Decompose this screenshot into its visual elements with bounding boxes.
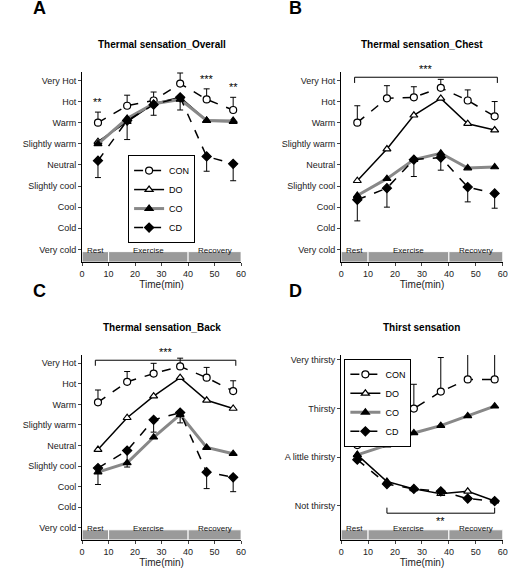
svg-text:20: 20: [130, 269, 140, 279]
svg-text:**: **: [436, 515, 445, 527]
svg-text:Recovery: Recovery: [198, 246, 232, 255]
svg-text:Thirst sensation: Thirst sensation: [383, 322, 460, 333]
svg-text:Slightly cool: Slightly cool: [28, 181, 76, 191]
svg-text:Cool: Cool: [317, 202, 336, 212]
svg-text:20: 20: [390, 547, 400, 557]
svg-text:Exercise: Exercise: [133, 246, 164, 255]
svg-text:Rest: Rest: [346, 524, 363, 533]
svg-text:Cold: Cold: [58, 502, 77, 512]
svg-text:0: 0: [80, 547, 85, 557]
svg-text:Rest: Rest: [87, 246, 104, 255]
svg-text:Time(min): Time(min): [400, 557, 445, 568]
svg-text:CD: CD: [385, 427, 398, 437]
svg-text:Hot: Hot: [321, 97, 336, 107]
svg-text:C: C: [33, 281, 46, 301]
svg-text:20: 20: [130, 547, 140, 557]
svg-text:DO: DO: [169, 185, 183, 195]
svg-text:0: 0: [80, 269, 85, 279]
svg-text:A little thirsty: A little thirsty: [285, 452, 336, 462]
svg-text:**: **: [229, 81, 238, 93]
svg-text:Time(min): Time(min): [139, 279, 184, 290]
svg-text:Cool: Cool: [58, 482, 77, 492]
svg-text:Hot: Hot: [62, 379, 77, 389]
svg-text:Slightly cool: Slightly cool: [28, 461, 76, 471]
svg-text:***: ***: [159, 346, 173, 358]
svg-text:50: 50: [471, 547, 481, 557]
svg-text:Cold: Cold: [317, 223, 336, 233]
svg-text:50: 50: [471, 269, 481, 279]
svg-text:20: 20: [390, 269, 400, 279]
svg-text:Very Hot: Very Hot: [42, 358, 77, 368]
svg-text:Slightly warm: Slightly warm: [282, 139, 336, 149]
svg-text:Thermal sensation_Back: Thermal sensation_Back: [103, 322, 221, 333]
svg-text:Rest: Rest: [346, 246, 363, 255]
svg-text:Slightly warm: Slightly warm: [23, 139, 77, 149]
svg-text:0: 0: [339, 547, 344, 557]
svg-text:Recovery: Recovery: [459, 524, 493, 533]
svg-text:D: D: [289, 281, 302, 301]
svg-text:Recovery: Recovery: [198, 524, 232, 533]
svg-text:Very cold: Very cold: [298, 245, 335, 255]
svg-text:Warm: Warm: [312, 118, 336, 128]
svg-text:Slightly warm: Slightly warm: [23, 420, 77, 430]
svg-text:30: 30: [417, 547, 427, 557]
svg-text:30: 30: [417, 269, 427, 279]
svg-text:Very cold: Very cold: [39, 523, 76, 533]
svg-text:**: **: [93, 96, 102, 108]
svg-text:Hot: Hot: [62, 97, 77, 107]
svg-text:Slightly cool: Slightly cool: [287, 181, 335, 191]
svg-text:CON: CON: [385, 370, 405, 380]
svg-text:60: 60: [236, 269, 246, 279]
svg-text:Exercise: Exercise: [133, 524, 164, 533]
svg-text:Time(min): Time(min): [400, 279, 445, 290]
svg-text:10: 10: [363, 547, 373, 557]
svg-text:Cool: Cool: [58, 202, 77, 212]
svg-text:Exercise: Exercise: [393, 524, 424, 533]
svg-text:50: 50: [210, 269, 220, 279]
svg-text:Not thirsty: Not thirsty: [295, 501, 336, 511]
svg-text:Thermal sensation_Chest: Thermal sensation_Chest: [361, 39, 483, 50]
svg-text:Recovery: Recovery: [459, 246, 493, 255]
svg-text:Neutral: Neutral: [47, 160, 76, 170]
svg-text:10: 10: [104, 547, 114, 557]
svg-text:Warm: Warm: [53, 118, 77, 128]
svg-text:Neutral: Neutral: [306, 160, 335, 170]
svg-text:Neutral: Neutral: [47, 441, 76, 451]
svg-text:0: 0: [339, 269, 344, 279]
svg-text:DO: DO: [385, 389, 399, 399]
svg-text:CON: CON: [169, 166, 189, 176]
svg-text:40: 40: [444, 547, 454, 557]
svg-text:Time(min): Time(min): [139, 557, 184, 568]
svg-text:Thermal sensation_Overall: Thermal sensation_Overall: [98, 39, 226, 50]
svg-text:10: 10: [104, 269, 114, 279]
svg-text:60: 60: [498, 547, 508, 557]
svg-text:B: B: [289, 0, 302, 18]
svg-text:60: 60: [236, 547, 246, 557]
svg-text:40: 40: [183, 547, 193, 557]
svg-text:CD: CD: [169, 223, 182, 233]
svg-text:Very Hot: Very Hot: [301, 76, 336, 86]
svg-text:60: 60: [498, 269, 508, 279]
svg-text:***: ***: [200, 73, 214, 85]
svg-text:Rest: Rest: [87, 524, 104, 533]
svg-text:30: 30: [157, 269, 167, 279]
svg-text:***: ***: [419, 63, 433, 75]
svg-text:30: 30: [157, 547, 167, 557]
svg-text:Cold: Cold: [58, 223, 77, 233]
svg-text:50: 50: [210, 547, 220, 557]
svg-text:Very Hot: Very Hot: [42, 76, 77, 86]
svg-text:10: 10: [363, 269, 373, 279]
svg-text:40: 40: [183, 269, 193, 279]
svg-text:CO: CO: [169, 204, 183, 214]
svg-text:CO: CO: [385, 408, 399, 418]
svg-text:Warm: Warm: [53, 400, 77, 410]
svg-text:Thirsty: Thirsty: [308, 404, 336, 414]
svg-text:Very thirsty: Very thirsty: [291, 355, 336, 365]
svg-text:A: A: [33, 0, 46, 18]
svg-text:Very cold: Very cold: [39, 245, 76, 255]
svg-text:Exercise: Exercise: [393, 246, 424, 255]
svg-text:40: 40: [444, 269, 454, 279]
